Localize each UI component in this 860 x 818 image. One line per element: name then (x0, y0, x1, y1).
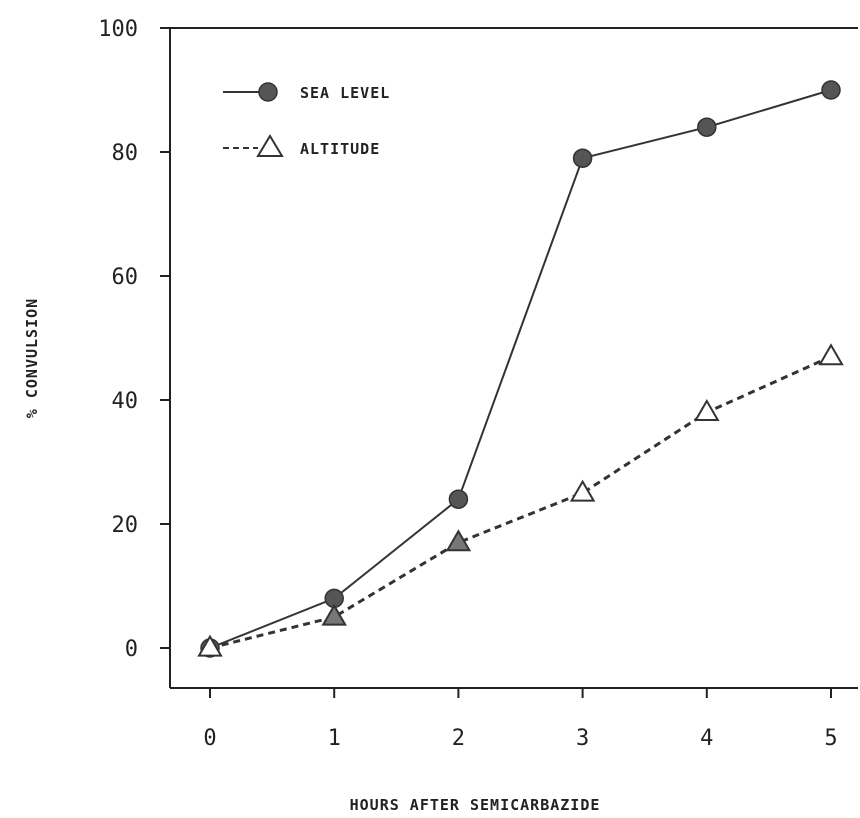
data-point-altitude (818, 343, 844, 366)
x-tick-label: 4 (700, 726, 713, 751)
data-point-sea-level (697, 117, 717, 137)
data-point-altitude (321, 603, 347, 626)
y-axis-title: % CONVULSION (23, 298, 41, 418)
data-point-altitude (569, 479, 596, 502)
series-line-sea-level (209, 89, 832, 649)
legend-item-sea-level: SEA LEVEL (223, 82, 390, 102)
data-point-altitude (445, 529, 472, 552)
legend-label-altitude: ALTITUDE (300, 140, 380, 158)
x-tick-label: 5 (824, 726, 837, 751)
x-tick-label: 1 (328, 726, 341, 751)
data-point-altitude (197, 634, 223, 657)
series-line-altitude (209, 355, 832, 650)
legend-item-altitude: ALTITUDE (223, 134, 380, 158)
x-axis-title: HOURS AFTER SEMICARBAZIDE (350, 796, 601, 814)
y-tick-label: 0 (125, 637, 138, 662)
y-tick-label: 20 (112, 513, 139, 538)
data-point-sea-level (572, 148, 593, 168)
legend: SEA LEVEL ALTITUDE (223, 82, 390, 158)
y-tick-label: 60 (112, 265, 139, 290)
x-ticks: 0 1 2 3 4 5 (203, 688, 838, 751)
x-tick-label: 3 (576, 726, 589, 751)
legend-marker-altitude (256, 134, 284, 157)
legend-label-sea-level: SEA LEVEL (300, 84, 390, 102)
x-tick-label: 2 (452, 726, 465, 751)
axes (169, 27, 858, 689)
series-layer (197, 80, 844, 658)
data-point-altitude (694, 399, 720, 421)
x-tick-label: 0 (203, 726, 216, 751)
y-ticks: 0 20 40 60 80 100 (98, 17, 170, 662)
y-tick-label: 100 (98, 17, 138, 42)
data-point-sea-level (821, 80, 841, 100)
data-point-sea-level (448, 489, 469, 509)
legend-marker-sea-level (258, 82, 278, 102)
y-tick-label: 40 (112, 389, 139, 414)
y-tick-label: 80 (112, 141, 139, 166)
